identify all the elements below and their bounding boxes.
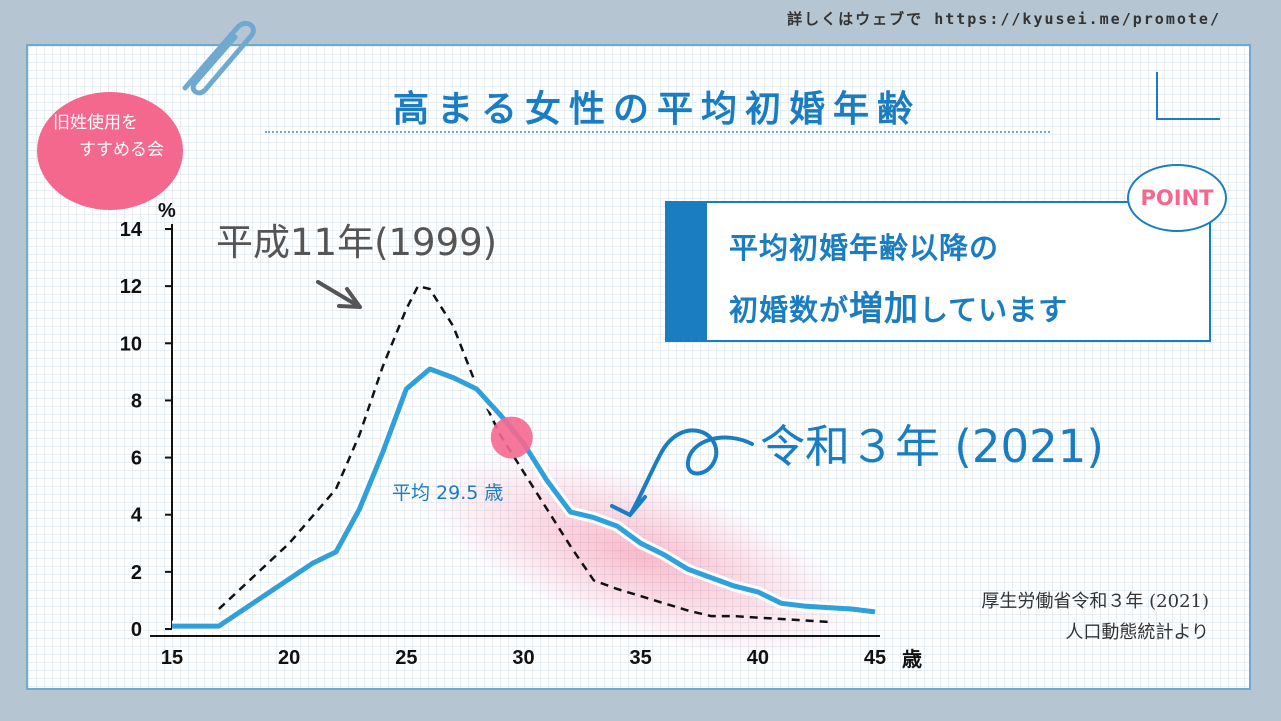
main-card — [26, 44, 1251, 690]
point-line-2: 初婚数が増加しています — [729, 281, 1068, 330]
point-callout: 平均初婚年齢以降の 初婚数が増加しています — [665, 201, 1211, 342]
point-bar — [667, 203, 707, 340]
website-url[interactable]: 詳しくはウェブで https://kyusei.me/promote/ — [787, 10, 1221, 28]
source-line-1: 厚生労働省令和３年 (2021) — [981, 591, 1209, 612]
annotation-1999: 平成11年(1999) — [216, 221, 497, 264]
point-line-2b: 増加 — [849, 289, 920, 329]
title-divider — [265, 131, 1050, 133]
corner-decoration — [1156, 72, 1220, 120]
point-bubble: POINT — [1127, 164, 1227, 232]
y-tick-label: 0 — [131, 619, 142, 641]
x-tick-label: 40 — [747, 647, 769, 669]
badge-line-2: すすめる会 — [79, 140, 164, 160]
series-line-1999 — [218, 284, 829, 624]
y-tick-label: 8 — [131, 390, 142, 412]
y-tick-label: 10 — [120, 333, 142, 355]
source-line-2: 人口動態統計より — [1065, 622, 1209, 643]
x-tick-label: 30 — [512, 647, 534, 669]
y-tick-label: 4 — [131, 505, 143, 527]
arrow-icon — [316, 280, 362, 309]
point-line-1: 平均初婚年齢以降の — [729, 231, 1000, 265]
y-axis-label: % — [158, 200, 176, 222]
x-tick-label: 20 — [278, 647, 300, 669]
paperclip-icon — [182, 21, 256, 96]
y-tick-label: 14 — [120, 219, 143, 241]
x-tick-label: 45 — [864, 647, 886, 669]
data-source: 厚生労働省令和３年 (2021) 人口動態統計より — [981, 586, 1209, 648]
y-tick-label: 6 — [131, 448, 142, 470]
series-line-2021 — [172, 366, 876, 629]
y-tick-label: 2 — [131, 562, 142, 584]
organization-badge: 旧姓使用を すすめる会 — [37, 92, 183, 210]
mean-age-marker — [490, 416, 533, 459]
mean-age-label: 平均 29.5 歳 — [392, 482, 503, 504]
point-line-2c: しています — [919, 293, 1069, 327]
curly-arrow-icon — [610, 428, 754, 518]
annotation-2021: 令和３年 (2021) — [760, 420, 1104, 473]
x-tick-label: 35 — [630, 647, 652, 669]
badge-line-1: 旧姓使用を — [53, 113, 138, 133]
point-line-2a: 初婚数が — [729, 293, 850, 327]
y-tick-label: 12 — [120, 276, 142, 298]
x-tick-label: 15 — [161, 647, 183, 669]
page-title: 高まる女性の平均初婚年齢 — [392, 89, 921, 130]
highlight-glow — [419, 450, 861, 660]
x-tick-label: 25 — [395, 647, 417, 669]
x-axis-label: 歳 — [902, 647, 922, 671]
